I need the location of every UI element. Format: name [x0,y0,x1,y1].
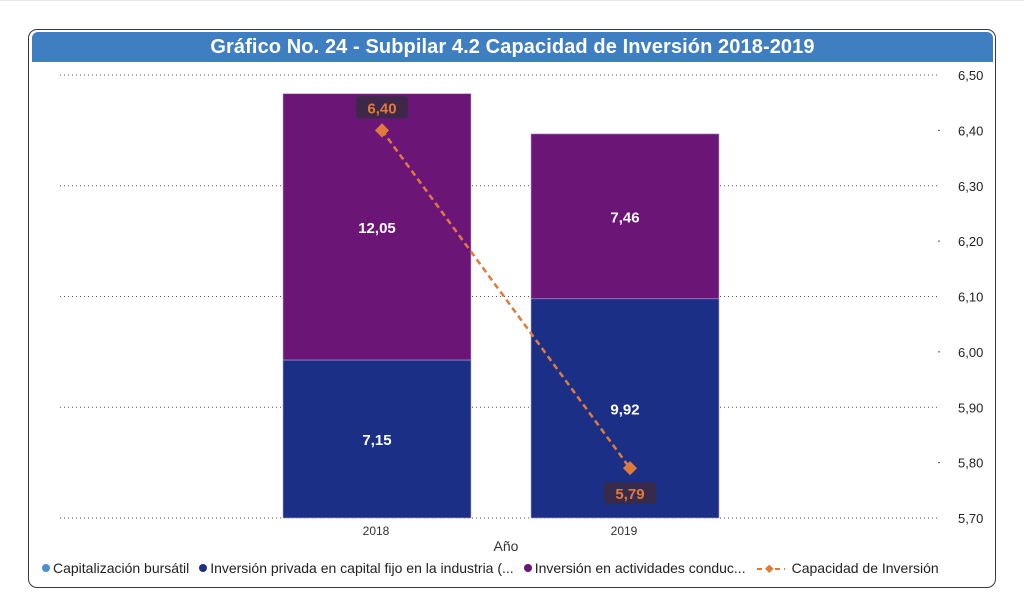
legend-label: Inversión privada en capital fijo en la … [210,560,514,576]
capacity-point-label: 5,79 [615,486,644,503]
legend-dot-icon [42,564,50,572]
right-axis-tick-label: 6,00 [958,345,983,360]
chart-title: Gráfico No. 24 - Subpilar 4.2 Capacidad … [32,32,993,62]
bar-segment [530,298,720,519]
top-divider [0,0,1024,1]
legend-item-capitalizacion[interactable]: Capitalización bursátil [42,560,189,576]
x-axis-tick-label: 2018 [363,524,390,538]
legend-item-inversion-privada[interactable]: Inversión privada en capital fijo en la … [199,560,514,576]
right-axis-tick-label: 5,80 [958,456,983,471]
legend-label: Capacidad de Inversión [791,560,939,576]
legend-label: Capitalización bursátil [53,560,190,576]
legend-item-inversion-actividades[interactable]: Inversión en actividades conduc... [523,560,746,576]
capacity-point-marker [374,123,390,138]
bar-segment [282,359,472,519]
bar-segment [282,93,472,361]
right-axis-tick-label: 5,70 [958,511,983,526]
capacity-point-marker [622,461,638,476]
bar-segment-label: 12,05 [358,220,396,237]
right-axis-tick-label: 6,20 [958,234,983,249]
gridlines [60,74,940,519]
right-axis-tick-label: 5,90 [958,400,983,415]
capacity-line: 6,40 5,79 [356,96,656,505]
right-axis-tick-label: 6,40 [958,123,983,138]
right-axis-tick-label: 6,50 [958,68,983,83]
capacity-point-label: 6,40 [367,100,396,117]
bar-segment-label: 9,92 [610,401,639,418]
x-axis-tick-label: 2019 [611,524,638,538]
bar-segment-label: 7,15 [362,432,391,449]
capacity-point-label-bg [604,482,656,505]
capacity-point-label-bg [356,96,408,119]
x-axis-ticks: 2018 2019 [363,524,638,538]
bars: 7,15 12,05 9,92 7,46 [282,93,720,519]
legend-line-diamond-icon [756,562,786,574]
bar-segment [530,133,720,300]
legend-item-capacidad[interactable]: Capacidad de Inversión [756,560,939,576]
right-axis-ticks: 6,50 6,40 6,30 6,20 6,10 6,00 5,90 5,80 5,70 [958,68,983,526]
legend-dot-icon [523,564,532,572]
bar-segment-label: 7,46 [610,209,639,226]
right-axis-tick-label: 6,10 [958,290,983,305]
right-axis-tick-label: 6,30 [958,179,983,194]
legend-label: Inversión en actividades conduc... [534,560,746,576]
legend: Capitalización bursátil Inversión privad… [42,559,949,577]
legend-dot-icon [199,564,208,572]
x-axis-title: Año [494,538,519,554]
